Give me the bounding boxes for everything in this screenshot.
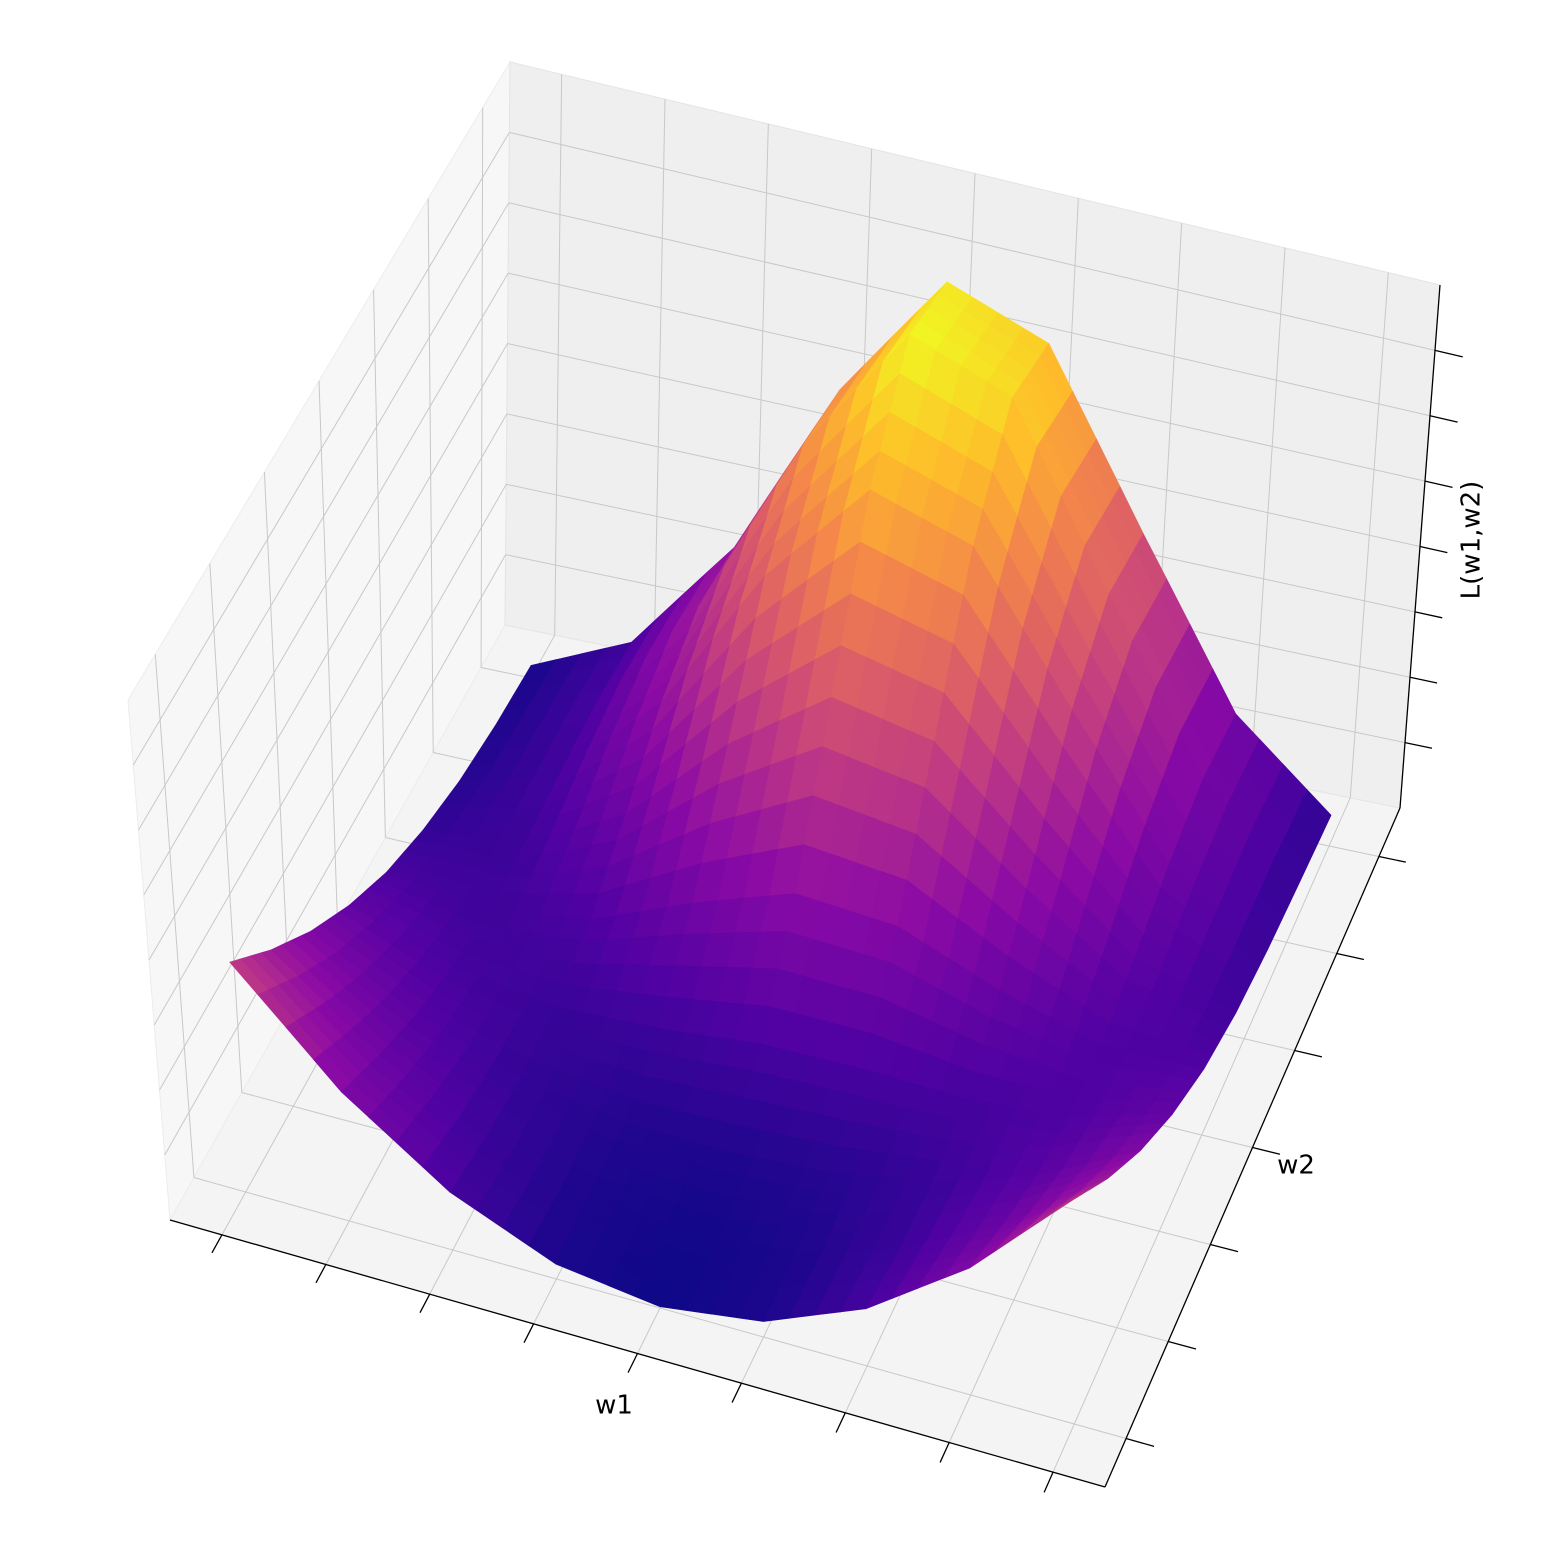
tick-mark: [1434, 349, 1463, 358]
tick-mark: [1043, 1471, 1054, 1493]
tick-mark: [627, 1353, 639, 1373]
tick-mark: [419, 1293, 431, 1314]
tick-mark: [1414, 611, 1443, 619]
tick-mark: [1378, 855, 1406, 863]
tick-mark: [523, 1323, 535, 1343]
tick-mark: [1252, 1146, 1281, 1155]
grid-line: [193, 1177, 1127, 1439]
tick-mark: [1336, 952, 1365, 961]
tick-mark: [1404, 741, 1433, 749]
grid-line: [509, 131, 1436, 351]
tick-mark: [315, 1264, 327, 1284]
grid-line: [132, 132, 510, 766]
grid-line: [143, 272, 509, 896]
tick-mark: [939, 1442, 950, 1463]
y-axis-label: w2: [1277, 1151, 1315, 1181]
grid-line: [153, 413, 508, 1026]
tick-mark: [1168, 1340, 1197, 1350]
tick-mark: [731, 1382, 742, 1403]
tick-mark: [211, 1234, 223, 1254]
tick-mark: [1409, 676, 1438, 684]
surface-facet: [1047, 1193, 1084, 1217]
z-axis-label: L(w1,w2): [1457, 481, 1487, 600]
grid-line: [148, 343, 508, 961]
grid-line: [159, 484, 507, 1091]
tick-mark: [1210, 1243, 1239, 1253]
axes: [169, 284, 1463, 1493]
grid-line: [164, 554, 507, 1156]
tick-mark: [1125, 1437, 1155, 1447]
surface: [229, 281, 1332, 1322]
axis-line: [169, 1219, 1106, 1488]
axis-line: [1399, 284, 1441, 809]
grid-line: [138, 202, 510, 831]
x-axis-label: w1: [595, 1391, 633, 1421]
axis-line: [1104, 807, 1401, 1488]
tick-mark: [1419, 545, 1448, 554]
tick-mark: [835, 1412, 846, 1433]
tick-mark: [1429, 415, 1458, 423]
tick-mark: [1294, 1049, 1323, 1058]
tick-mark: [1424, 480, 1453, 488]
